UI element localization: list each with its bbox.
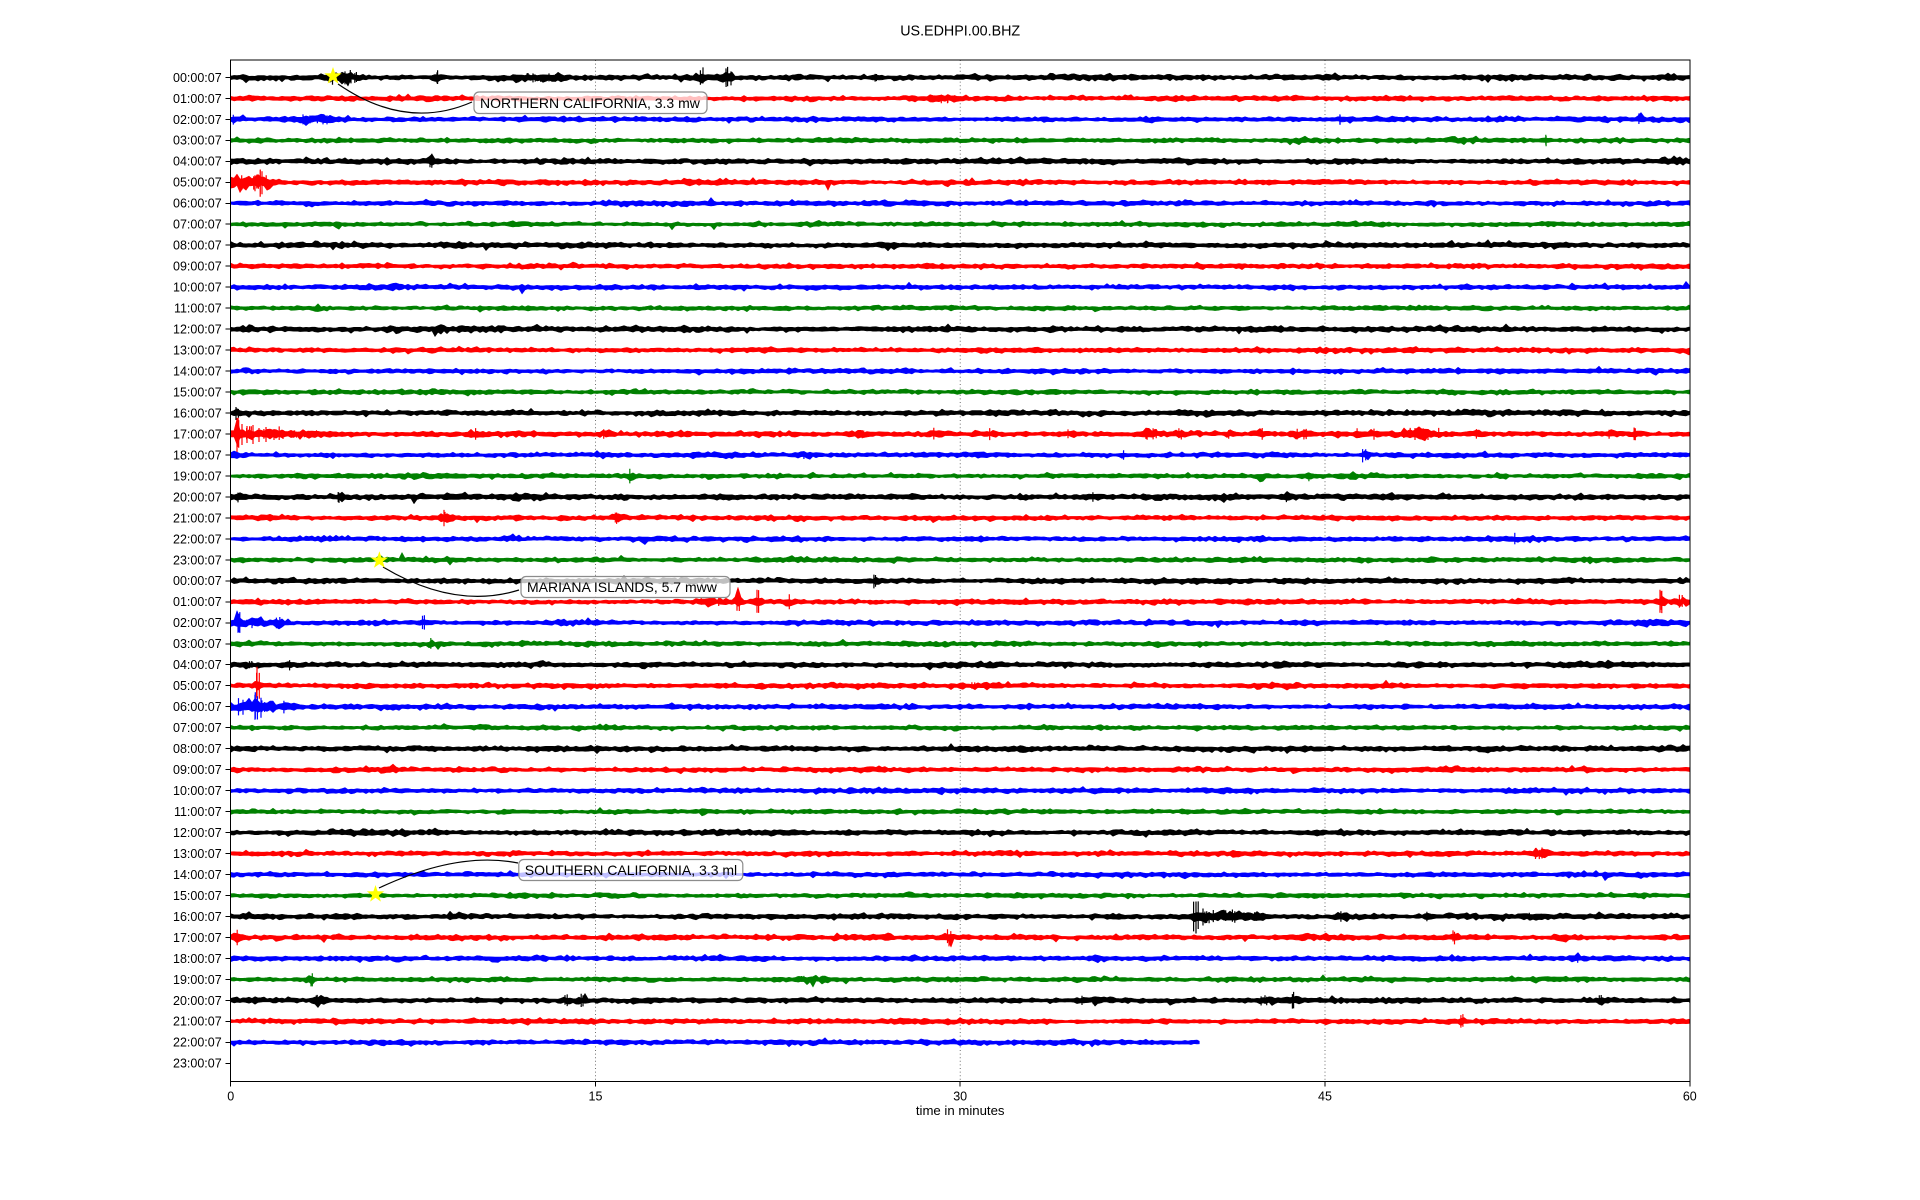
svg-text:22:00:07: 22:00:07 — [173, 1036, 222, 1050]
svg-text:07:00:07: 07:00:07 — [173, 721, 222, 735]
svg-text:11:00:07: 11:00:07 — [174, 805, 222, 819]
svg-text:08:00:07: 08:00:07 — [173, 742, 222, 756]
svg-text:18:00:07: 18:00:07 — [173, 952, 222, 966]
svg-text:US.EDHPI.00.BHZ: US.EDHPI.00.BHZ — [900, 23, 1020, 39]
svg-text:09:00:07: 09:00:07 — [173, 763, 222, 777]
svg-text:NORTHERN CALIFORNIA, 3.3 mw: NORTHERN CALIFORNIA, 3.3 mw — [480, 95, 701, 111]
svg-text:23:00:07: 23:00:07 — [173, 1057, 222, 1071]
svg-text:09:00:07: 09:00:07 — [173, 260, 222, 274]
svg-text:00:00:07: 00:00:07 — [173, 71, 222, 85]
svg-text:20:00:07: 20:00:07 — [173, 994, 222, 1008]
svg-text:13:00:07: 13:00:07 — [173, 344, 222, 358]
svg-text:20:00:07: 20:00:07 — [173, 490, 222, 504]
svg-text:04:00:07: 04:00:07 — [173, 155, 222, 169]
svg-text:14:00:07: 14:00:07 — [173, 868, 222, 882]
svg-text:22:00:07: 22:00:07 — [173, 532, 222, 546]
svg-text:19:00:07: 19:00:07 — [173, 469, 222, 483]
svg-text:0: 0 — [227, 1090, 234, 1104]
svg-text:05:00:07: 05:00:07 — [173, 176, 222, 190]
svg-text:19:00:07: 19:00:07 — [173, 973, 222, 987]
svg-text:01:00:07: 01:00:07 — [173, 595, 222, 609]
svg-text:10:00:07: 10:00:07 — [173, 784, 222, 798]
svg-text:06:00:07: 06:00:07 — [173, 700, 222, 714]
svg-text:04:00:07: 04:00:07 — [173, 658, 222, 672]
svg-text:MARIANA ISLANDS, 5.7 mww: MARIANA ISLANDS, 5.7 mww — [527, 579, 718, 595]
svg-text:00:00:07: 00:00:07 — [173, 574, 222, 588]
svg-text:15:00:07: 15:00:07 — [173, 385, 222, 399]
svg-text:10:00:07: 10:00:07 — [173, 281, 222, 295]
svg-text:SOUTHERN CALIFORNIA, 3.3 ml: SOUTHERN CALIFORNIA, 3.3 ml — [525, 862, 737, 878]
svg-text:07:00:07: 07:00:07 — [173, 218, 222, 232]
svg-text:14:00:07: 14:00:07 — [173, 365, 222, 379]
svg-text:12:00:07: 12:00:07 — [173, 826, 222, 840]
svg-text:11:00:07: 11:00:07 — [174, 302, 222, 316]
svg-text:17:00:07: 17:00:07 — [173, 427, 222, 441]
svg-text:21:00:07: 21:00:07 — [173, 1015, 222, 1029]
svg-text:17:00:07: 17:00:07 — [173, 931, 222, 945]
svg-text:16:00:07: 16:00:07 — [173, 406, 222, 420]
svg-text:03:00:07: 03:00:07 — [173, 637, 222, 651]
svg-text:time in minutes: time in minutes — [916, 1103, 1005, 1118]
svg-text:12:00:07: 12:00:07 — [173, 323, 222, 337]
svg-text:13:00:07: 13:00:07 — [173, 847, 222, 861]
svg-text:02:00:07: 02:00:07 — [173, 113, 222, 127]
svg-text:15: 15 — [589, 1090, 603, 1104]
svg-text:15:00:07: 15:00:07 — [173, 889, 222, 903]
svg-text:16:00:07: 16:00:07 — [173, 910, 222, 924]
svg-text:60: 60 — [1683, 1090, 1697, 1104]
svg-text:45: 45 — [1318, 1090, 1332, 1104]
svg-text:30: 30 — [953, 1090, 967, 1104]
svg-text:03:00:07: 03:00:07 — [173, 134, 222, 148]
svg-text:02:00:07: 02:00:07 — [173, 616, 222, 630]
svg-text:01:00:07: 01:00:07 — [173, 92, 222, 106]
svg-text:05:00:07: 05:00:07 — [173, 679, 222, 693]
svg-text:21:00:07: 21:00:07 — [173, 511, 222, 525]
svg-text:18:00:07: 18:00:07 — [173, 448, 222, 462]
svg-text:08:00:07: 08:00:07 — [173, 239, 222, 253]
svg-text:06:00:07: 06:00:07 — [173, 197, 222, 211]
svg-text:23:00:07: 23:00:07 — [173, 553, 222, 567]
